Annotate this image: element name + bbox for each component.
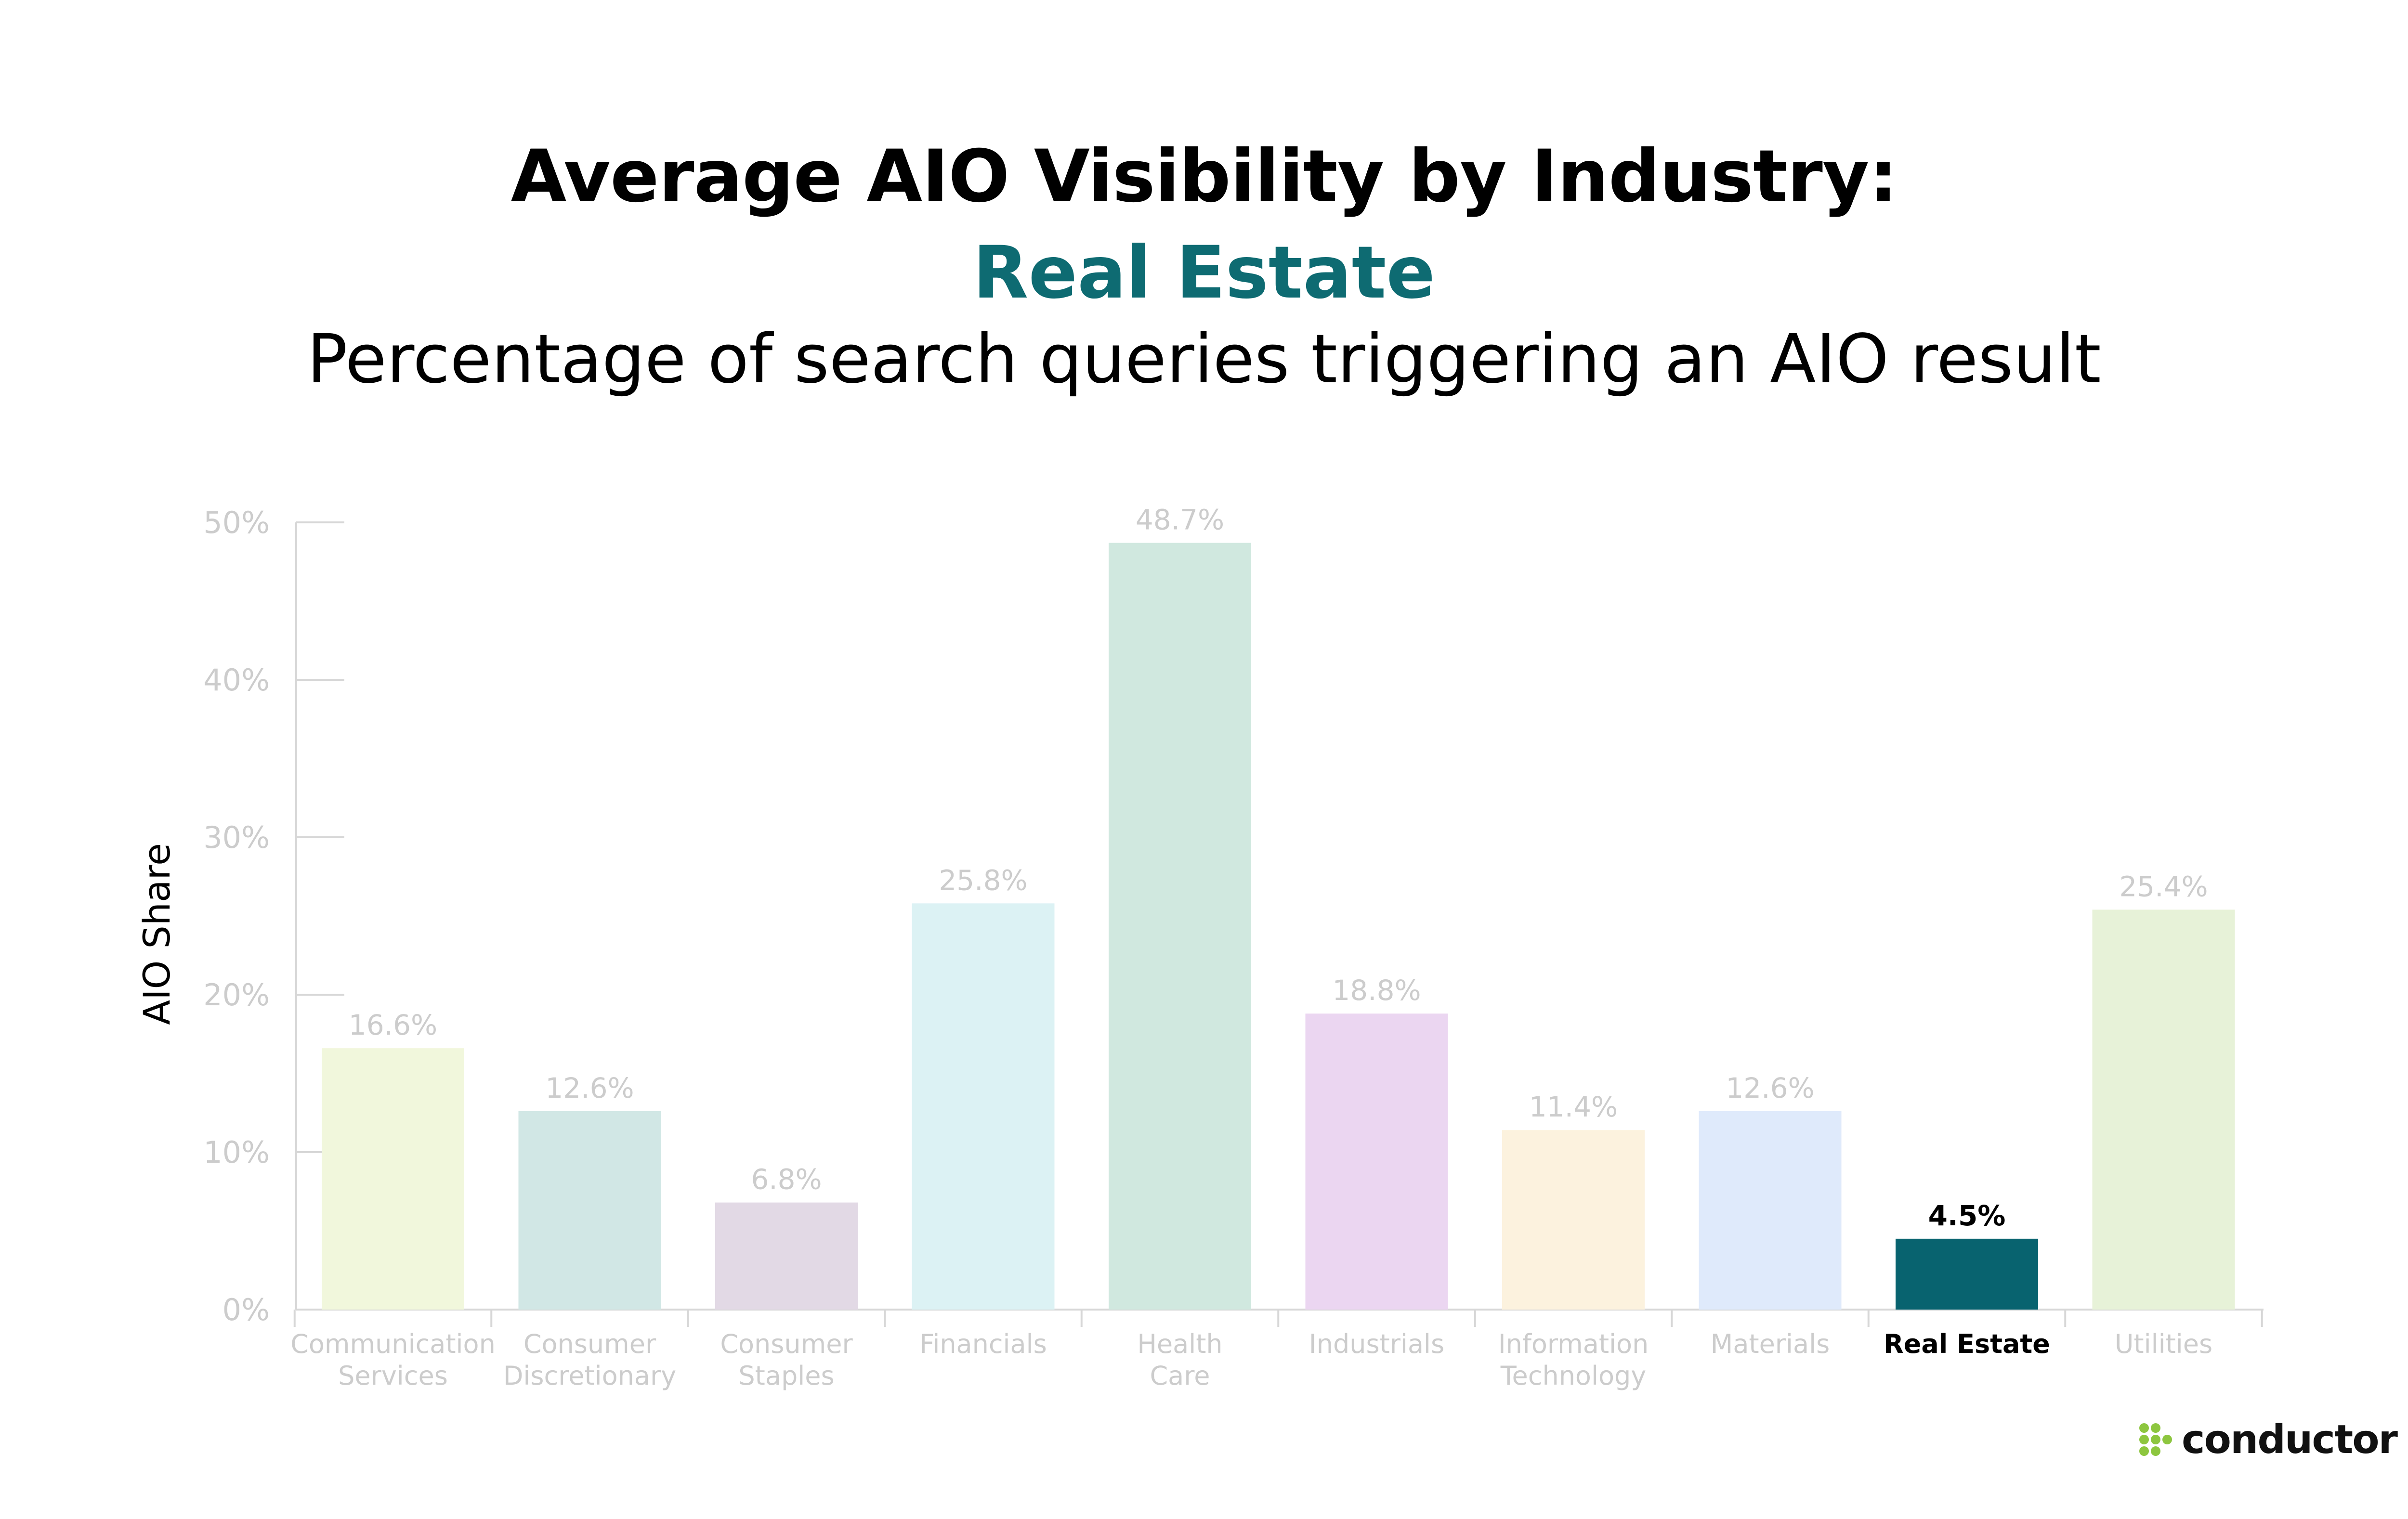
bar bbox=[1502, 1130, 1645, 1310]
category-label: Health Care bbox=[1137, 1329, 1222, 1391]
value-label: 6.8% bbox=[751, 1163, 822, 1196]
value-label: 4.5% bbox=[1928, 1199, 2006, 1232]
conductor-logo-text: conductor bbox=[2182, 1416, 2398, 1463]
bar bbox=[322, 1048, 464, 1310]
category-label: Industrials bbox=[1309, 1329, 1444, 1359]
bar bbox=[1699, 1111, 1842, 1310]
bar bbox=[1896, 1238, 2038, 1310]
bar bbox=[715, 1202, 858, 1310]
bars bbox=[322, 543, 2235, 1310]
value-label: 11.4% bbox=[1529, 1091, 1618, 1123]
value-label: 25.4% bbox=[2119, 870, 2208, 903]
y-tick-label: 40% bbox=[203, 662, 270, 698]
y-axis: 0% 10% 20% 30% 40% 50% bbox=[203, 505, 344, 1327]
chart-subtitle: Percentage of search queries triggering … bbox=[307, 320, 2101, 399]
category-label: Financials bbox=[919, 1329, 1047, 1359]
conductor-logo: conductor bbox=[2138, 1415, 2398, 1464]
category-label: Communication Services bbox=[290, 1329, 496, 1391]
y-axis-label: AIO Share bbox=[135, 843, 178, 1025]
value-labels: 16.6% 12.6% 6.8% 25.8% 48.7% 18.8% 11.4% 12.6% 4… bbox=[349, 504, 2208, 1232]
category-label: Real Estate bbox=[1884, 1329, 2050, 1359]
value-label: 25.8% bbox=[939, 864, 1027, 896]
category-label: Consumer Staples bbox=[720, 1329, 853, 1391]
chart-highlight-title: Real Estate bbox=[972, 231, 1436, 315]
bar bbox=[1305, 1013, 1448, 1310]
bar bbox=[518, 1111, 661, 1310]
value-label: 12.6% bbox=[545, 1072, 634, 1104]
value-label: 18.8% bbox=[1332, 974, 1421, 1007]
conductor-logo-icon bbox=[2139, 1423, 2172, 1456]
bar bbox=[2092, 909, 2235, 1310]
bar bbox=[912, 903, 1055, 1310]
category-label: Utilities bbox=[2115, 1329, 2212, 1359]
x-axis bbox=[293, 1309, 2264, 1327]
category-label: Consumer Discretionary bbox=[503, 1329, 676, 1391]
y-tick-label: 10% bbox=[203, 1135, 270, 1170]
category-label: Materials bbox=[1711, 1329, 1830, 1359]
y-tick-label: 30% bbox=[203, 820, 270, 855]
chart-title: Average AIO Visibility by Industry: bbox=[510, 135, 1898, 219]
value-label: 48.7% bbox=[1136, 504, 1224, 536]
y-tick-label: 50% bbox=[203, 505, 270, 540]
bar bbox=[1109, 543, 1251, 1310]
y-tick-label: 20% bbox=[203, 977, 270, 1013]
y-tick-label: 0% bbox=[222, 1292, 270, 1327]
category-label: Information Technology bbox=[1498, 1329, 1649, 1391]
value-label: 16.6% bbox=[349, 1009, 437, 1041]
value-label: 12.6% bbox=[1726, 1072, 1814, 1104]
